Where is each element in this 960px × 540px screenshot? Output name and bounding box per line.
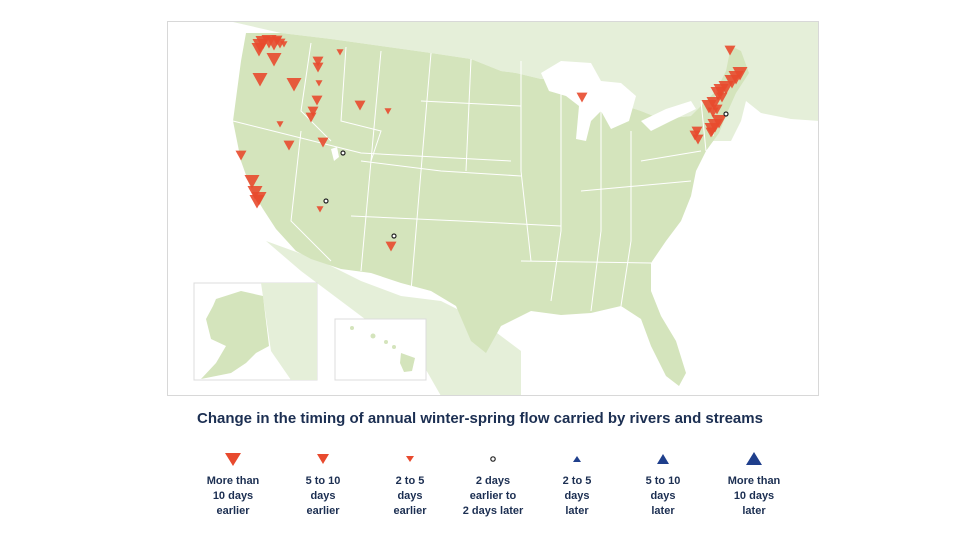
alaska-inset [193, 282, 318, 381]
station-earlier-marker [276, 121, 284, 128]
station-earlier-marker [307, 106, 319, 117]
legend-item-more-than-10-earlier: More than 10 days earlier [183, 448, 283, 519]
station-earlier-marker [312, 56, 324, 67]
station-earlier-marker [576, 92, 588, 103]
great-lakes [541, 61, 636, 141]
station-earlier-marker [235, 150, 247, 161]
legend-item-5-to-10-earlier: 5 to 10 days earlier [273, 448, 373, 519]
map-frame [167, 21, 819, 396]
triangle-up-medium-icon [657, 454, 669, 464]
lake-erie-ontario [641, 101, 696, 131]
station-no-change-marker [340, 150, 346, 156]
triangle-down-small-icon [406, 456, 414, 462]
legend-item-2-to-5-later: 2 to 5 days later [527, 448, 627, 519]
station-earlier-marker [251, 43, 267, 57]
station-earlier-marker [716, 92, 728, 103]
triangle-down-medium-icon [317, 454, 329, 464]
station-earlier-marker [266, 53, 282, 67]
hawaii-inset [334, 318, 427, 381]
station-earlier-marker [252, 73, 268, 87]
station-earlier-marker [286, 78, 302, 92]
station-earlier-marker [311, 95, 323, 106]
triangle-down-large-icon [225, 453, 241, 466]
station-earlier-marker [312, 62, 324, 73]
station-earlier-marker [317, 137, 329, 148]
station-no-change-marker [723, 111, 729, 117]
legend-item-no-change: 2 days earlier to 2 days later [443, 448, 543, 519]
station-earlier-marker [315, 80, 323, 87]
triangle-up-small-icon [573, 456, 581, 462]
station-earlier-marker [244, 175, 260, 189]
station-earlier-marker [701, 100, 717, 114]
station-earlier-marker [705, 127, 717, 138]
station-markers [235, 35, 748, 252]
station-earlier-marker [336, 49, 344, 56]
legend-item-more-than-10-later: More than 10 days later [704, 448, 804, 519]
legend-item-5-to-10-later: 5 to 10 days later [613, 448, 713, 519]
station-earlier-marker [385, 241, 397, 252]
station-earlier-marker [384, 108, 392, 115]
station-earlier-marker [283, 140, 295, 151]
station-earlier-marker [724, 45, 736, 56]
map-title: Change in the timing of annual winter-sp… [197, 410, 763, 427]
great-salt-lake [331, 147, 339, 161]
station-no-change-marker [323, 198, 329, 204]
circle-open-icon [490, 456, 496, 462]
station-earlier-marker [692, 134, 704, 145]
mexico-land [266, 241, 521, 395]
station-earlier-marker [707, 107, 719, 118]
triangle-up-large-icon [746, 452, 762, 465]
station-no-change-marker [391, 233, 397, 239]
station-earlier-marker [316, 206, 324, 213]
station-earlier-marker [280, 41, 288, 48]
legend-item-2-to-5-earlier: 2 to 5 days earlier [360, 448, 460, 519]
station-earlier-marker [274, 38, 286, 49]
station-earlier-marker [305, 112, 317, 123]
us-map [193, 22, 818, 395]
station-earlier-marker [249, 195, 265, 209]
station-earlier-marker [354, 100, 366, 111]
